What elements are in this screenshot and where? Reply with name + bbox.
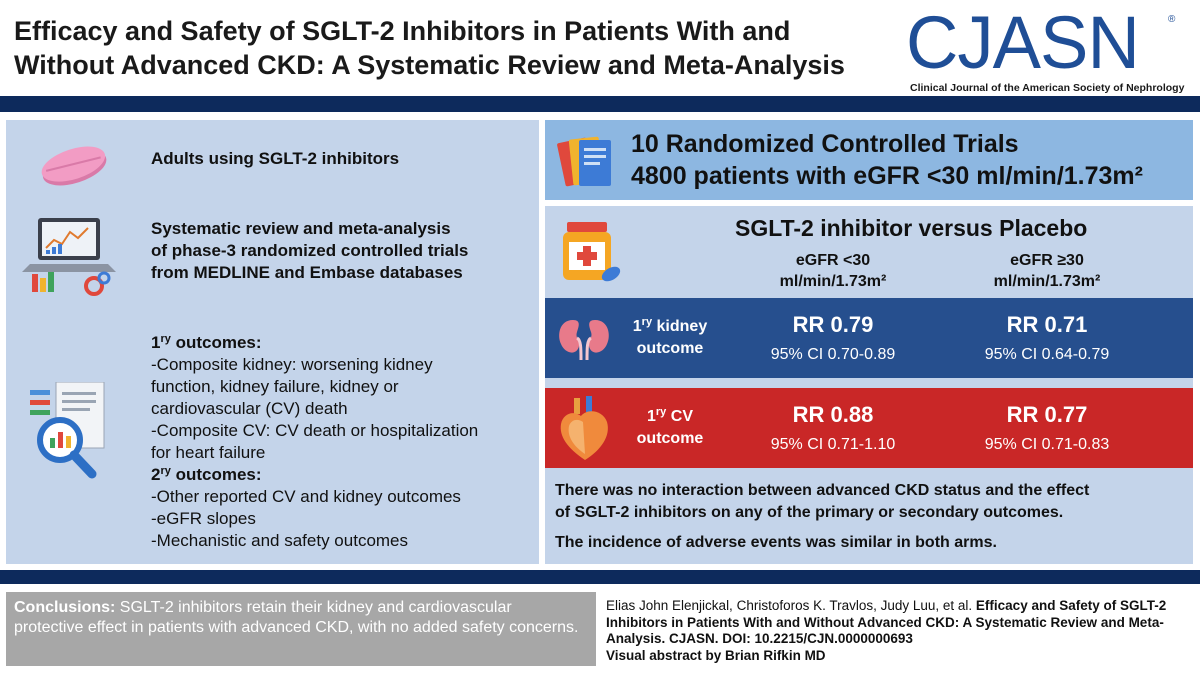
cv-outcome-label: 1ry CV outcome [636,406,704,448]
cv-rr-egfr-under-30: RR 0.88 [792,402,874,427]
kidney-ci-egfr-30-plus: 95% CI 0.64-0.79 [984,346,1110,363]
primary-outcomes-heading: 1ry outcomes: [151,333,262,352]
adverse-events-summary: The incidence of adverse events was simi… [555,534,997,551]
outcomes-text: 1ry outcomes: -Composite kidney: worseni… [151,332,478,552]
logo-subtitle: Clinical Journal of the American Society… [910,82,1185,94]
header-divider-bar [0,96,1200,112]
kidney-ci-egfr-under-30: 95% CI 0.70-0.89 [770,346,896,363]
study-design-panel: Adults using SGLT-2 inhibitors Systemati… [6,120,539,564]
column-header-egfr-30-plus: eGFR ≥30 ml/min/1.73m² [993,252,1101,290]
cv-outcome-row: 1ry CV outcome RR 0.88 95% CI 0.71-1.10 … [545,388,1193,468]
conclusions-body: SGLT-2 inhibitors retain their kidney an… [14,599,579,636]
title-line-1: Efficacy and Safety of SGLT-2 Inhibitors… [14,16,791,46]
conclusions-text: Conclusions: SGLT-2 inhibitors retain th… [14,598,584,638]
medicine-bottle-icon [563,222,621,282]
heart-icon [560,396,608,460]
population-text: Adults using SGLT-2 inhibitors [151,149,400,168]
logo-text: CJASN [906,1,1140,84]
laptop-analytics-icon [22,218,116,296]
folders-icon [557,136,611,187]
kidney-rr-egfr-30-plus: RR 0.71 [1006,312,1088,337]
secondary-outcomes-heading: 2ry outcomes: [151,465,262,484]
kidney-icon [559,320,609,361]
methods-line: from MEDLINE and Embase databases [151,263,463,282]
conclusions-box: Conclusions: SGLT-2 inhibitors retain th… [6,592,596,666]
trials-count: 10 Randomized Controlled Trials [631,130,1019,158]
page-title: Efficacy and Safety of SGLT-2 Inhibitors… [14,14,894,82]
primary-outcome-line: for heart failure [151,443,266,462]
secondary-outcome-line: -Mechanistic and safety outcomes [151,531,409,550]
cv-ci-egfr-under-30: 95% CI 0.71-1.10 [770,436,896,453]
cjasn-logo: CJASN ® Clinical Journal of the American… [906,1,1196,95]
report-magnifier-icon [30,382,105,479]
primary-outcome-line: cardiovascular (CV) death [151,399,348,418]
footer-divider-bar [0,570,1200,584]
methods-line: Systematic review and meta-analysis [151,219,451,238]
secondary-outcome-line: -Other reported CV and kidney outcomes [151,487,461,506]
secondary-outcome-line: -eGFR slopes [151,509,256,528]
column-header-egfr-under-30: eGFR <30 ml/min/1.73m² [779,252,887,290]
pill-icon [41,146,107,186]
primary-outcome-line: function, kidney failure, kidney or [151,377,399,396]
interaction-summary: There was no interaction between advance… [555,482,1090,521]
methods-text: Systematic review and meta-analysis of p… [151,218,468,284]
methods-line: of phase-3 randomized controlled trials [151,241,469,260]
citation-title: Efficacy and Safety of SGLT-2 Inhibitors… [606,598,1167,646]
trials-summary-box: 10 Randomized Controlled Trials 4800 pat… [545,120,1193,200]
visual-abstract-credit: Visual abstract by Brian Rifkin MD [606,647,826,663]
kidney-outcome-row: 1ry kidney outcome RR 0.79 95% CI 0.70-0… [545,298,1193,378]
citation-authors: Elias John Elenjickal, Christoforos K. T… [606,598,976,613]
trials-text: 10 Randomized Controlled Trials 4800 pat… [631,128,1143,192]
cv-rr-egfr-30-plus: RR 0.77 [1006,402,1088,427]
primary-outcome-line: -Composite kidney: worsening kidney [151,355,433,374]
registered-mark: ® [1168,14,1176,25]
primary-outcome-line: -Composite CV: CV death or hospitalizati… [151,421,479,440]
results-panel: SGLT-2 inhibitor versus Placebo eGFR <30… [545,206,1193,564]
kidney-outcome-label: 1ry kidney outcome [632,316,708,358]
cv-ci-egfr-30-plus: 95% CI 0.71-0.83 [984,436,1110,453]
patients-count: 4800 patients with eGFR <30 ml/min/1.73m… [631,162,1143,190]
citation-journal: CJASN. DOI: 10.2215/CJN.0000000693 [665,631,913,646]
citation: Elias John Elenjickal, Christoforos K. T… [606,598,1196,664]
title-line-2: Without Advanced CKD: A Systematic Revie… [14,50,845,80]
conclusions-heading: Conclusions: [14,599,116,616]
comparison-title: SGLT-2 inhibitor versus Placebo [735,215,1088,241]
kidney-rr-egfr-under-30: RR 0.79 [792,312,874,337]
